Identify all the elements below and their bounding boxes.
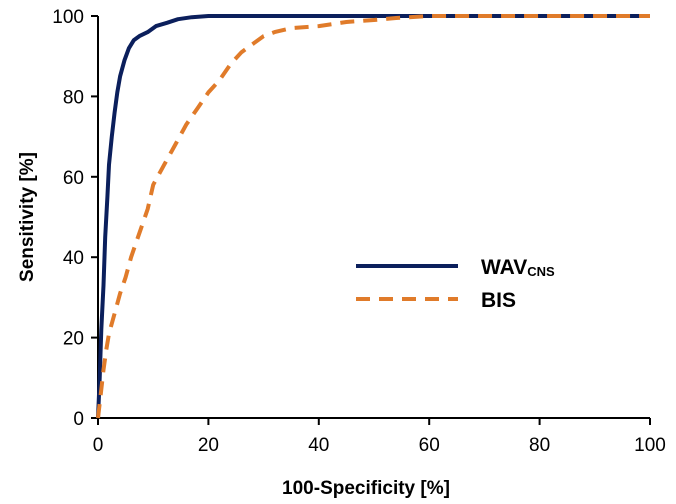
x-tick-label: 100 <box>634 435 666 456</box>
series-line-bis <box>96 14 650 419</box>
legend-label-wavcns: WAVCNS <box>481 256 555 279</box>
y-tick-label: 60 <box>63 168 84 189</box>
legend-label-bis: BIS <box>481 289 516 312</box>
y-axis-title: Sensitivity [%] <box>17 152 38 282</box>
x-tick-label: 20 <box>198 435 219 456</box>
x-tick-label: 80 <box>529 435 550 456</box>
x-axis-title: 100-Specificity [%] <box>282 478 450 499</box>
y-tick-label: 100 <box>52 7 84 28</box>
y-tick-label: 40 <box>63 248 84 269</box>
x-tick-label: 40 <box>308 435 329 456</box>
x-tick-label: 60 <box>419 435 440 456</box>
y-tick-label: 0 <box>73 409 84 430</box>
series-line-wavcns <box>96 14 650 419</box>
y-tick-label: 20 <box>63 329 84 350</box>
y-tick-label: 80 <box>63 87 84 108</box>
x-tick-label: 0 <box>93 435 104 456</box>
